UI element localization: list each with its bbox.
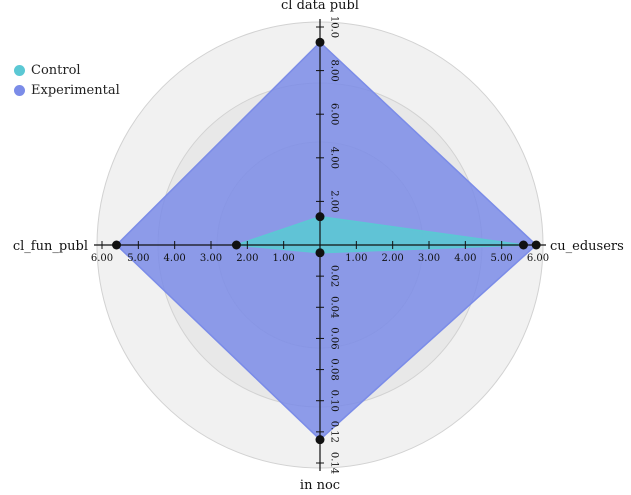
axis-label-right: cu_edusers — [550, 239, 624, 254]
tick-label: 0.14 — [329, 452, 340, 474]
data-point-control — [315, 212, 325, 222]
data-point-experimental — [315, 37, 325, 47]
tick-label: 5.00 — [491, 253, 513, 264]
tick-label: 0.10 — [329, 390, 340, 412]
axis-label-up: cl data publ — [281, 0, 359, 13]
tick-label: 6.00 — [329, 103, 340, 125]
tick-label: 2.00 — [236, 253, 258, 264]
legend-label-control: Control — [31, 62, 81, 78]
tick-label: 1.00 — [345, 253, 367, 264]
axis-label-down: in noc — [300, 478, 340, 493]
data-point-experimental — [531, 240, 541, 250]
tick-label: 5.00 — [127, 253, 149, 264]
tick-label: 0.06 — [329, 327, 340, 349]
tick-label: 6.00 — [91, 253, 113, 264]
legend-swatch-control — [14, 64, 25, 76]
tick-label: 0.12 — [329, 421, 340, 443]
legend-swatch-experimental — [14, 84, 25, 96]
legend-item-experimental[interactable]: Experimental — [14, 80, 120, 100]
tick-label: 2.00 — [329, 190, 340, 212]
legend-item-control[interactable]: Control — [14, 60, 120, 80]
tick-label: 0.04 — [329, 296, 340, 318]
tick-label: 8.00 — [329, 59, 340, 81]
tick-label: 1.00 — [273, 253, 295, 264]
tick-label: 3.00 — [200, 253, 222, 264]
tick-label: 0.02 — [329, 265, 340, 287]
tick-label: 4.00 — [454, 253, 476, 264]
tick-label: 10.0 — [329, 16, 340, 38]
legend-label-experimental: Experimental — [31, 82, 120, 98]
data-point-control — [315, 248, 325, 258]
data-point-experimental — [112, 240, 122, 250]
tick-label: 3.00 — [418, 253, 440, 264]
tick-label: 0.08 — [329, 358, 340, 380]
data-point-experimental — [315, 435, 325, 445]
data-point-control — [518, 240, 528, 250]
tick-label: 6.00 — [527, 253, 549, 264]
tick-label: 4.00 — [329, 147, 340, 169]
legend: Control Experimental — [14, 60, 120, 100]
tick-label: 4.00 — [164, 253, 186, 264]
data-point-control — [231, 240, 241, 250]
tick-label: 2.00 — [382, 253, 404, 264]
axis-label-left: cl_fun_publ — [13, 239, 88, 254]
